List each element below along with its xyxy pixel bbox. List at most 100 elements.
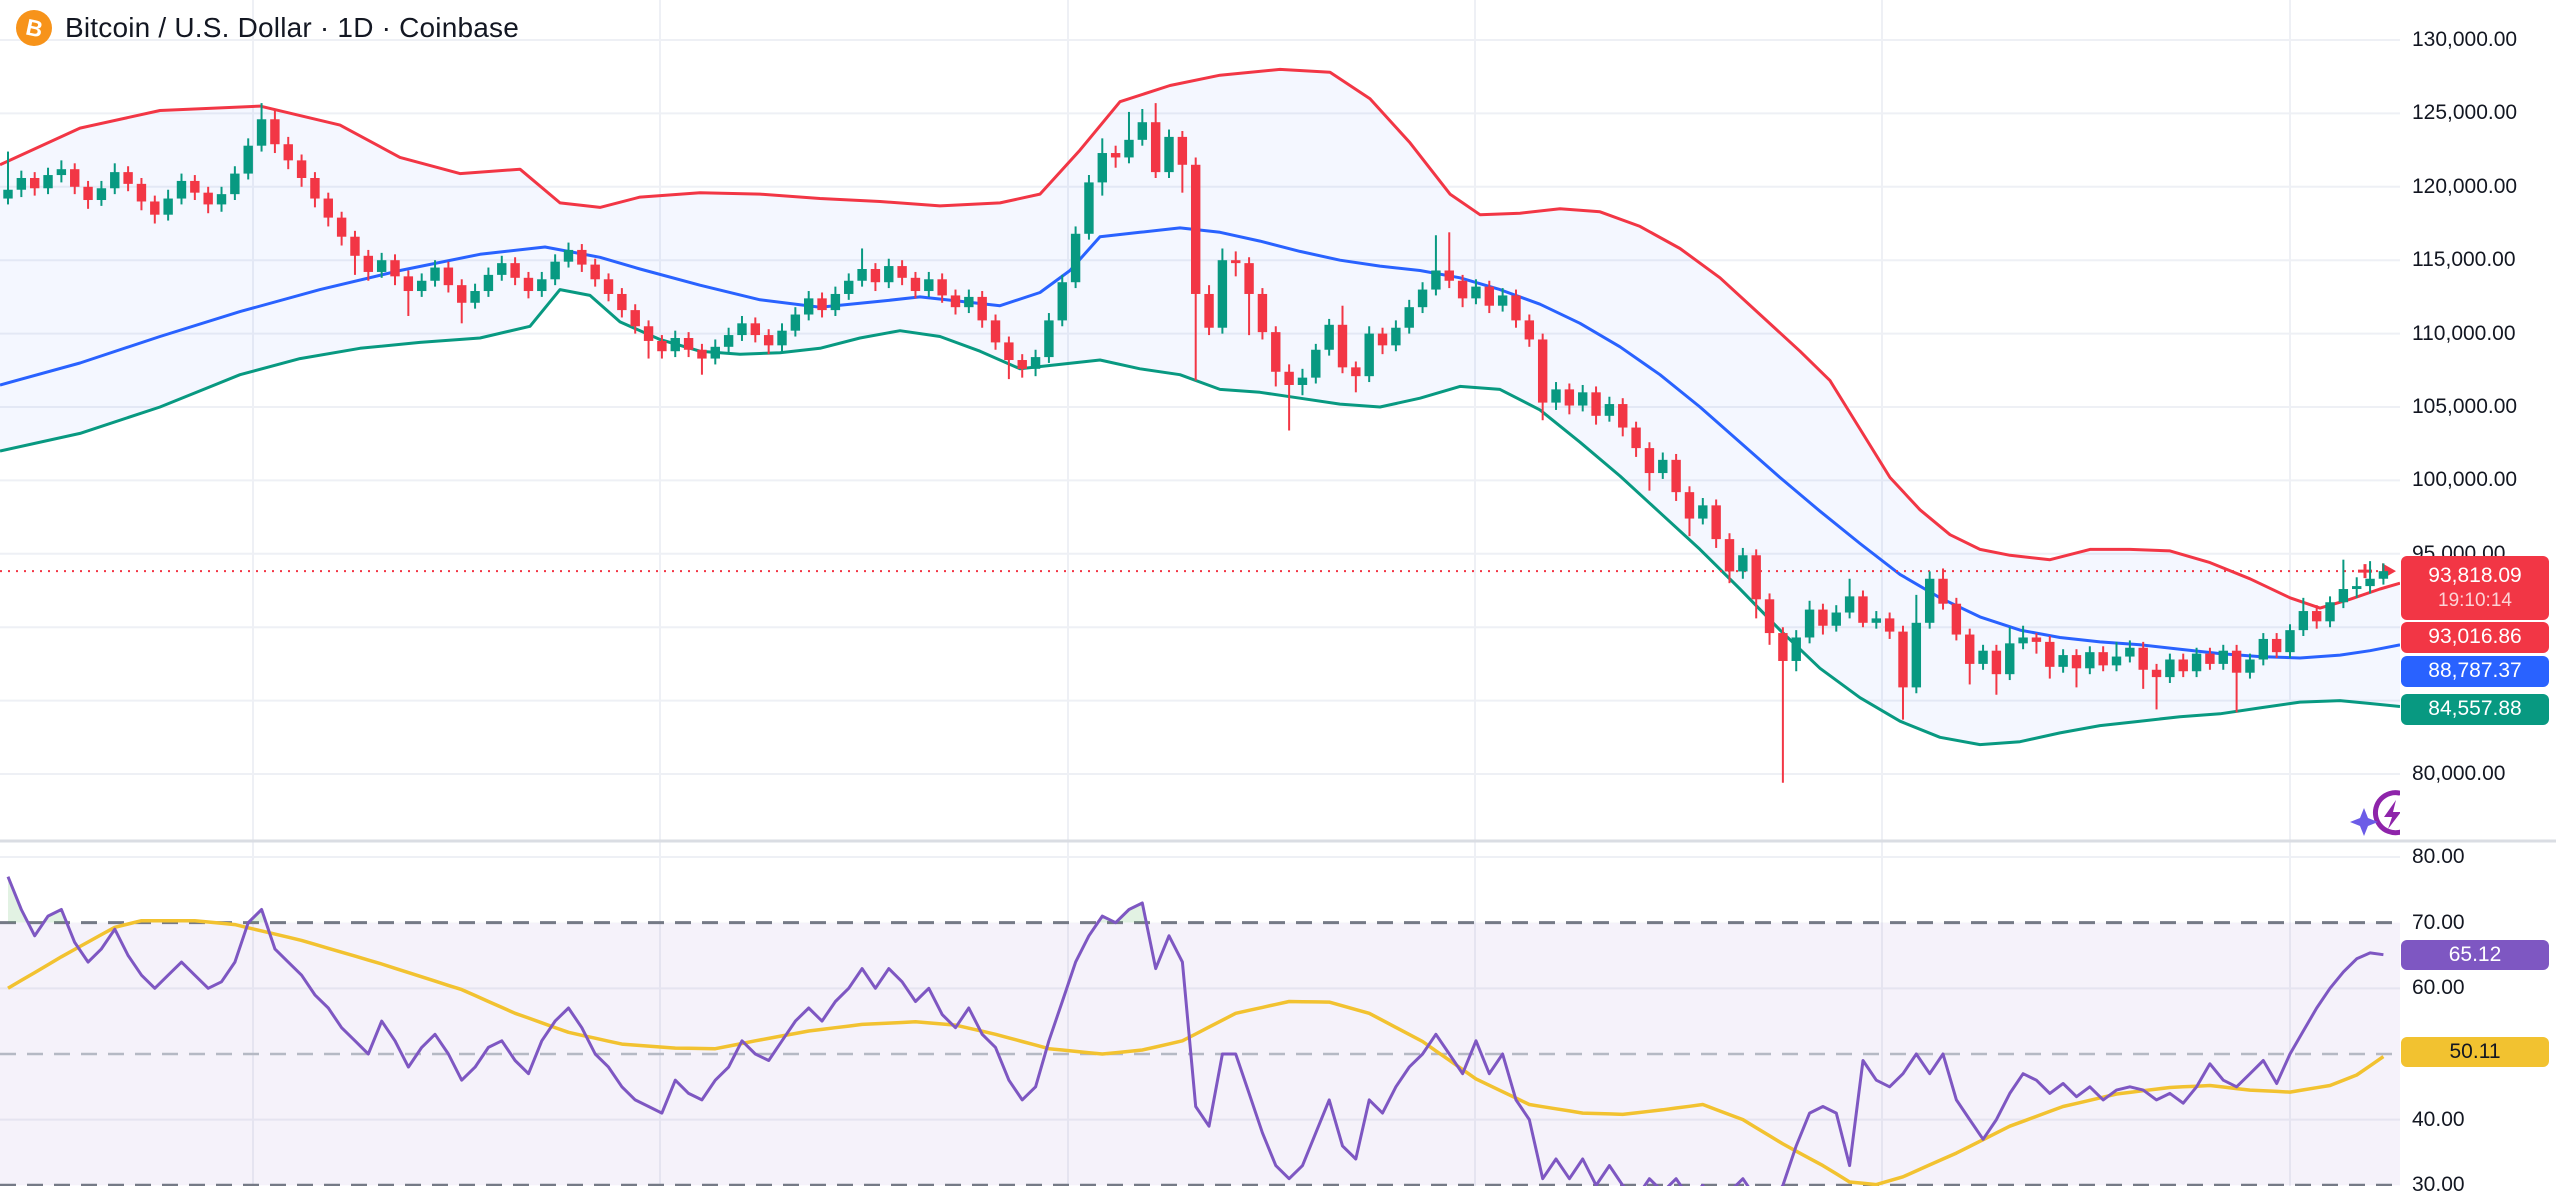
symbol-title[interactable]: Bitcoin / U.S. Dollar · 1D · Coinbase — [65, 12, 520, 43]
candle-body — [1791, 637, 1801, 661]
candle-body — [777, 330, 787, 346]
candle-body — [2285, 630, 2295, 653]
candle-body — [1150, 122, 1161, 173]
candle-body — [150, 201, 160, 215]
candle-body — [270, 119, 280, 145]
bb-basis-label: 88,787.37 — [2401, 656, 2549, 687]
candle-body — [1297, 377, 1308, 385]
candle-body — [70, 169, 80, 187]
candle-body — [817, 298, 827, 311]
candle-body — [2111, 656, 2122, 666]
bollinger-lower-line — [0, 288, 2400, 747]
ai-sparkle-icon[interactable] — [2350, 790, 2407, 836]
candle-body — [2138, 647, 2148, 670]
candle-body — [1137, 122, 1148, 140]
candle-body — [1537, 339, 1548, 403]
price-axis-tick: 100,000.00 — [2412, 468, 2518, 492]
candle-body — [16, 177, 27, 190]
candle-body — [403, 276, 414, 292]
candle-body — [1110, 153, 1121, 158]
candle-body — [1844, 596, 1855, 613]
candle-body — [990, 320, 1001, 343]
candle-body — [110, 172, 120, 189]
candle-body — [443, 267, 454, 286]
candle-body — [96, 188, 107, 201]
candle-body — [1511, 295, 1521, 321]
candle-body — [924, 279, 934, 292]
candle-body — [2191, 653, 2202, 672]
candle-body — [230, 173, 240, 195]
candle-body — [1324, 324, 1334, 350]
candle-body — [1057, 282, 1067, 321]
candle-body — [2031, 637, 2042, 642]
candle-body — [83, 186, 93, 201]
candle-body — [844, 280, 854, 294]
candle-body — [163, 198, 173, 215]
candle-body — [790, 314, 801, 331]
candle-body — [1631, 427, 1641, 449]
candle-body — [697, 349, 707, 359]
candle-body — [43, 175, 53, 189]
rsi-axis-tick: 30.00 — [2412, 1173, 2465, 1197]
plot-area — [0, 0, 2407, 1186]
candle-body — [1711, 505, 1721, 540]
candle-body — [550, 261, 560, 280]
candle-body — [256, 119, 267, 146]
candle-body — [1804, 609, 1815, 638]
rsi-axis-tick: 80.00 — [2412, 845, 2465, 868]
candle-body — [336, 217, 347, 237]
candle-body — [1524, 320, 1535, 340]
candle-body — [1871, 618, 1881, 623]
candle-body — [804, 298, 814, 315]
candle-body — [1311, 349, 1321, 378]
candle-body — [1217, 260, 1228, 328]
candle-body — [1484, 286, 1494, 306]
candle-body — [750, 323, 761, 336]
candle-body — [457, 285, 467, 303]
candle-body — [1898, 631, 1908, 688]
candle-body — [216, 194, 227, 205]
candle-body — [29, 177, 40, 189]
candle-body — [2271, 638, 2282, 653]
candle-body — [2325, 602, 2335, 622]
candle-body — [1417, 289, 1428, 308]
candle-body — [1618, 404, 1628, 428]
candle-body — [710, 346, 720, 359]
candle-body — [1991, 650, 2002, 675]
price-axis-tick: 120,000.00 — [2412, 174, 2518, 198]
candle-body — [283, 144, 293, 161]
candle-body — [2005, 643, 2015, 675]
candle-body — [1471, 286, 1481, 299]
candle-body — [2245, 659, 2255, 673]
candle-body — [1244, 263, 1254, 294]
candle-body — [1924, 578, 1935, 623]
candle-body — [910, 277, 921, 292]
candles-layer — [3, 103, 2389, 783]
candle-body — [1257, 293, 1268, 333]
candle-body — [537, 279, 547, 292]
candle-body — [1070, 233, 1081, 283]
candle-body — [2365, 578, 2375, 587]
candle-body — [2018, 637, 2028, 644]
candle-body — [1644, 448, 1655, 474]
candle-body — [1978, 650, 1988, 664]
candle-body — [897, 266, 907, 278]
candle-body — [1164, 136, 1174, 173]
candle-body — [1965, 634, 1975, 664]
candle-body — [2298, 611, 2309, 631]
candle-body — [376, 260, 387, 272]
candle-body — [884, 266, 894, 283]
candle-body — [416, 280, 427, 292]
bb-lower-label: 84,557.88 — [2401, 694, 2549, 725]
candle-body — [1738, 555, 1748, 572]
bollinger-upper-line — [0, 67, 2400, 610]
bitcoin-glyph: B — [23, 13, 45, 42]
candle-body — [603, 279, 614, 294]
candle-body — [1858, 596, 1868, 623]
price-axis-tick: 130,000.00 — [2412, 28, 2518, 51]
bb-upper-label: 93,016.86 — [2401, 622, 2549, 653]
price-axis-tick: 115,000.00 — [2412, 248, 2516, 272]
symbol-header: B Bitcoin / U.S. Dollar · 1D · Coinbase — [16, 10, 519, 46]
candle-body — [763, 335, 774, 346]
